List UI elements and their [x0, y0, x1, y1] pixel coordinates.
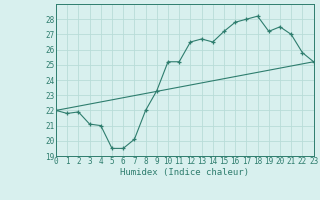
X-axis label: Humidex (Indice chaleur): Humidex (Indice chaleur): [120, 168, 249, 177]
